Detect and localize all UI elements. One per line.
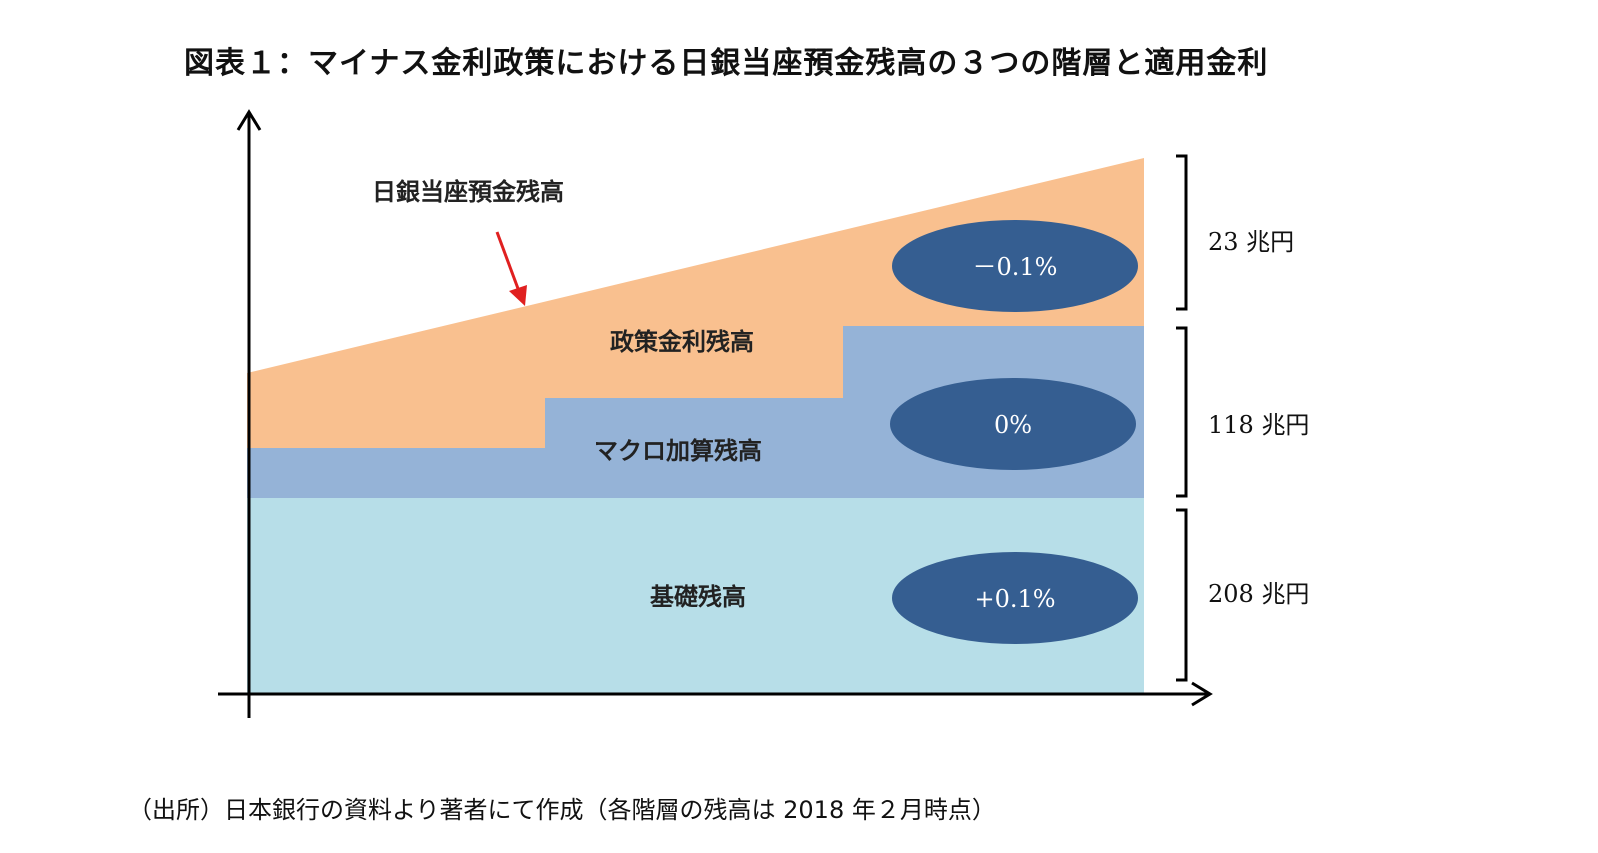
total-balance-pointer-arrow bbox=[495, 231, 522, 295]
policy-rate-balance-region bbox=[247, 158, 1144, 448]
basic-balance-amount: 208 兆円 bbox=[1208, 580, 1309, 608]
total-balance-pointer-arrowhead bbox=[509, 285, 527, 306]
policy-rate-ellipse bbox=[892, 220, 1138, 312]
policy-rate-brace bbox=[1176, 154, 1188, 311]
policy-rate-value: －0.1% bbox=[973, 253, 1058, 281]
policy-rate-balance-label: 政策金利残高 bbox=[610, 328, 754, 356]
basic-rate-ellipse bbox=[892, 552, 1138, 644]
total-balance-label: 日銀当座預金残高 bbox=[372, 178, 564, 206]
source-note: （出所）日本銀行の資料より著者にて作成（各階層の残高は 2018 年２月時点） bbox=[128, 796, 996, 824]
macro-add-on-rate-ellipse bbox=[890, 378, 1136, 470]
macro-add-on-balance-label: マクロ加算残高 bbox=[594, 437, 762, 465]
macro-add-on-rate-value: 0% bbox=[994, 411, 1032, 439]
macro-add-on-balance-amount: 118 兆円 bbox=[1208, 411, 1309, 439]
macro-add-on-balance-region bbox=[247, 326, 1144, 498]
basic-rate-value: +0.1% bbox=[974, 585, 1055, 613]
macro-add-on-brace bbox=[1176, 326, 1188, 498]
basic-brace bbox=[1176, 508, 1188, 682]
x-axis-arrowhead bbox=[1191, 681, 1213, 707]
y-axis-arrowhead bbox=[236, 109, 262, 131]
basic-balance-label: 基礎残高 bbox=[650, 583, 746, 611]
figure-title: 図表１：マイナス金利政策における日銀当座預金残高の３つの階層と適用金利 bbox=[184, 46, 1269, 81]
policy-rate-balance-amount: 23 兆円 bbox=[1208, 228, 1294, 256]
